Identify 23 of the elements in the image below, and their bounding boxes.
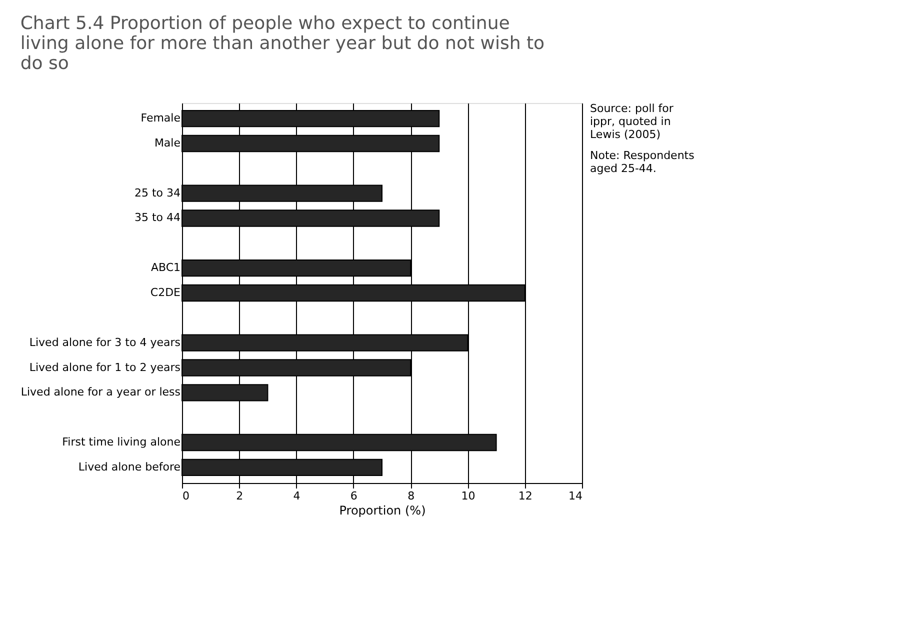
y-tick-label: 25 to 34 bbox=[134, 186, 180, 200]
x-tick-label: 12 bbox=[518, 490, 532, 502]
text: Note: Respondents aged 25-44. bbox=[590, 149, 695, 175]
y-tick-label: Lived alone for a year or less bbox=[20, 386, 181, 399]
y-tick-label: First time living alone bbox=[62, 436, 181, 449]
y-tick-label: C2DE bbox=[150, 286, 181, 299]
y-tick-label: Male bbox=[154, 136, 181, 150]
chart-title: Chart 5.4 Proportion of people who expect to continue living alone for more than another year but do not wish to do so bbox=[20, 13, 545, 74]
x-tick-label: 10 bbox=[461, 490, 476, 502]
x-tick-label: 0 bbox=[182, 490, 190, 502]
x-tick-label: 6 bbox=[350, 490, 358, 502]
x-tick-label: 4 bbox=[293, 490, 300, 502]
x-axis-title: Proportion (%) bbox=[339, 504, 426, 518]
y-tick-label: ABC1 bbox=[150, 261, 180, 274]
y-tick-label: Lived alone before bbox=[78, 460, 181, 474]
y-tick-label: Lived alone for 3 to 4 years bbox=[29, 336, 181, 349]
y-tick-label: Lived alone for 1 to 2 years bbox=[29, 360, 181, 374]
x-tick-label: 14 bbox=[568, 490, 582, 502]
y-tick-label: Female bbox=[140, 112, 181, 125]
source-note: Source: poll for ippr, quoted in Lewis (2005) bbox=[590, 102, 674, 141]
y-tick-label: 35 to 44 bbox=[134, 211, 180, 224]
x-tick-label: 8 bbox=[408, 490, 415, 502]
x-tick-label: 2 bbox=[236, 490, 244, 502]
